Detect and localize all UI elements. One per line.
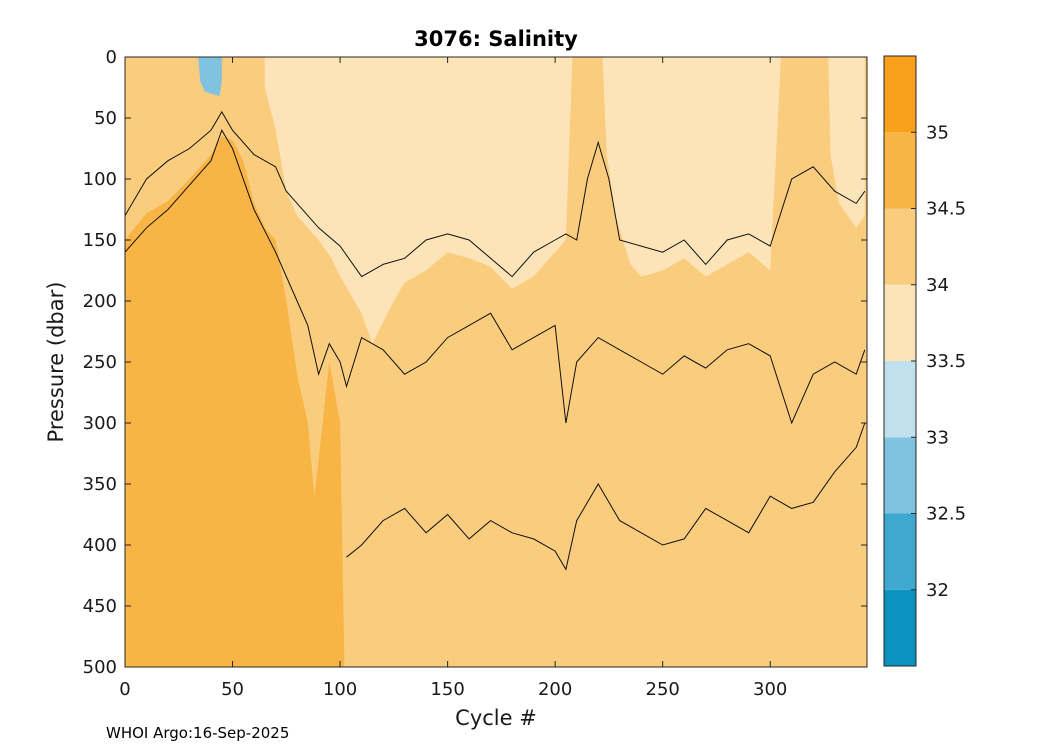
- x-tick-label: 100: [323, 679, 357, 700]
- y-tick-label: 300: [83, 413, 117, 434]
- colorbar-level-1: [884, 513, 916, 590]
- colorbar-level-7: [884, 56, 916, 133]
- salinity-region-4: [198, 57, 222, 96]
- contour-line-0: [125, 110, 866, 278]
- x-tick-label: 300: [753, 679, 787, 700]
- salinity-region-0: [125, 136, 345, 667]
- colorbar-tick-label: 34: [926, 275, 949, 296]
- contour-line-2: [346, 422, 866, 571]
- x-tick-label: 50: [221, 679, 244, 700]
- x-axis-label: Cycle #: [455, 706, 537, 730]
- colorbar-tick-label: 35: [926, 122, 949, 143]
- y-tick-label: 500: [83, 657, 117, 678]
- contour-line-1: [125, 129, 866, 425]
- salinity-contours: [125, 110, 866, 571]
- chart-title: 3076: Salinity: [414, 27, 578, 51]
- y-tick-label: 150: [83, 230, 117, 251]
- y-tick-label: 0: [106, 47, 117, 68]
- x-tick-label: 0: [119, 679, 130, 700]
- y-tick-label: 350: [83, 474, 117, 495]
- x-tick-label: 200: [538, 679, 572, 700]
- colorbar-tick-label: 32: [926, 580, 949, 601]
- y-tick-label: 100: [83, 169, 117, 190]
- colorbar-level-6: [884, 132, 916, 209]
- colorbar: 32 32.5 33 33.5 34 34.5 35: [883, 55, 966, 667]
- colorbar-tick-label: 33.5: [926, 351, 966, 372]
- salinity-region-3: [828, 57, 865, 228]
- y-axis-label: Pressure (dbar): [44, 282, 68, 443]
- colorbar-tick-label: 32.5: [926, 504, 966, 525]
- y-tick-label: 450: [83, 596, 117, 617]
- salinity-regions: [125, 57, 865, 667]
- x-tick-label: 150: [430, 679, 464, 700]
- x-axis-ticks: 0 50 100 150 200 250 300: [119, 57, 787, 700]
- y-axis-ticks: 0 50 100 150 200 250 300 350 400 450 500: [83, 47, 867, 678]
- colorbar-level-0: [884, 589, 916, 666]
- plot-area: [124, 56, 868, 668]
- colorbar-level-5: [884, 208, 916, 285]
- footer-note: WHOI Argo:16-Sep-2025: [106, 724, 290, 742]
- y-tick-label: 50: [94, 108, 117, 129]
- y-tick-label: 400: [83, 535, 117, 556]
- y-tick-label: 200: [83, 291, 117, 312]
- salinity-region-2: [602, 57, 781, 277]
- colorbar-tick-label: 34.5: [926, 199, 966, 220]
- x-tick-label: 250: [646, 679, 680, 700]
- y-tick-label: 250: [83, 352, 117, 373]
- salinity-region-1: [264, 57, 573, 344]
- colorbar-level-3: [884, 361, 916, 438]
- colorbar-level-4: [884, 284, 916, 361]
- colorbar-tick-label: 33: [926, 427, 949, 448]
- colorbar-level-2: [884, 437, 916, 514]
